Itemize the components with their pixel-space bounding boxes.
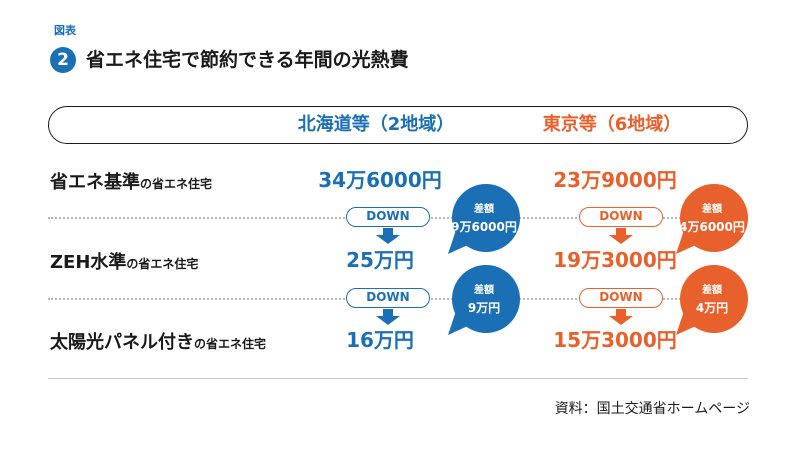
speech-bubble-icon [448, 265, 520, 335]
row-label-energy-standard: 省エネ基準の省エネ住宅 [50, 168, 212, 194]
figure-label: 図表 [54, 24, 76, 37]
difference-value: 9万円 [467, 301, 501, 315]
difference-bubble-tokyo-1: 差額 4万6000円 [674, 182, 750, 258]
value-hokkaido-zeh: 25万円 [346, 248, 414, 272]
difference-bubble-hokkaido-1: 差額 9万6000円 [446, 182, 522, 258]
difference-caption: 差額 [702, 285, 722, 296]
value-hokkaido-solar: 16万円 [346, 328, 414, 352]
row-label-sub: の省エネ住宅 [140, 177, 213, 191]
difference-caption: 差額 [474, 204, 494, 215]
speech-bubble-icon [448, 184, 520, 254]
down-arrow-icon [376, 228, 400, 244]
value-tokyo-solar: 15万3000円 [553, 328, 677, 352]
value-tokyo-zeh: 19万3000円 [553, 248, 677, 272]
down-arrow-icon [609, 309, 633, 325]
row-label-zeh: ZEH水準の省エネ住宅 [50, 248, 198, 274]
value-tokyo-energy-standard: 23万9000円 [553, 168, 677, 192]
row-label-sub: の省エネ住宅 [194, 337, 267, 351]
column-header-bar [48, 106, 748, 144]
down-pill-hokkaido-1: DOWN [346, 207, 430, 227]
down-pill-tokyo-1: DOWN [579, 207, 663, 227]
row-label-solar: 太陽光パネル付きの省エネ住宅 [50, 328, 266, 354]
figure-number-badge: 2 [50, 47, 76, 73]
column-header-hokkaido: 北海道等（2地域） [297, 114, 455, 135]
row-label-main: ZEH水準 [50, 252, 127, 273]
value-hokkaido-energy-standard: 34万6000円 [318, 168, 442, 192]
source-note: 資料：国土交通省ホームページ [554, 401, 750, 417]
row-label-main: 太陽光パネル付き [50, 332, 194, 353]
difference-bubble-tokyo-2: 差額 4万円 [674, 263, 750, 339]
speech-bubble-icon [676, 184, 748, 254]
row-label-sub: の省エネ住宅 [126, 257, 199, 271]
difference-value: 4万円 [695, 301, 729, 315]
difference-value: 9万6000円 [451, 220, 517, 234]
row-label-main: 省エネ基準 [50, 172, 140, 193]
difference-caption: 差額 [474, 285, 494, 296]
difference-value: 4万6000円 [679, 220, 745, 234]
down-pill-hokkaido-2: DOWN [346, 288, 430, 308]
bottom-rule [48, 378, 748, 379]
down-arrow-icon [609, 228, 633, 244]
chart-title: 省エネ住宅で節約できる年間の光熱費 [86, 49, 409, 71]
column-header-tokyo: 東京等（6地域） [542, 114, 682, 135]
difference-bubble-hokkaido-2: 差額 9万円 [446, 263, 522, 339]
speech-bubble-icon [676, 265, 748, 335]
difference-caption: 差額 [702, 204, 722, 215]
down-arrow-icon [376, 309, 400, 325]
down-pill-tokyo-2: DOWN [579, 288, 663, 308]
